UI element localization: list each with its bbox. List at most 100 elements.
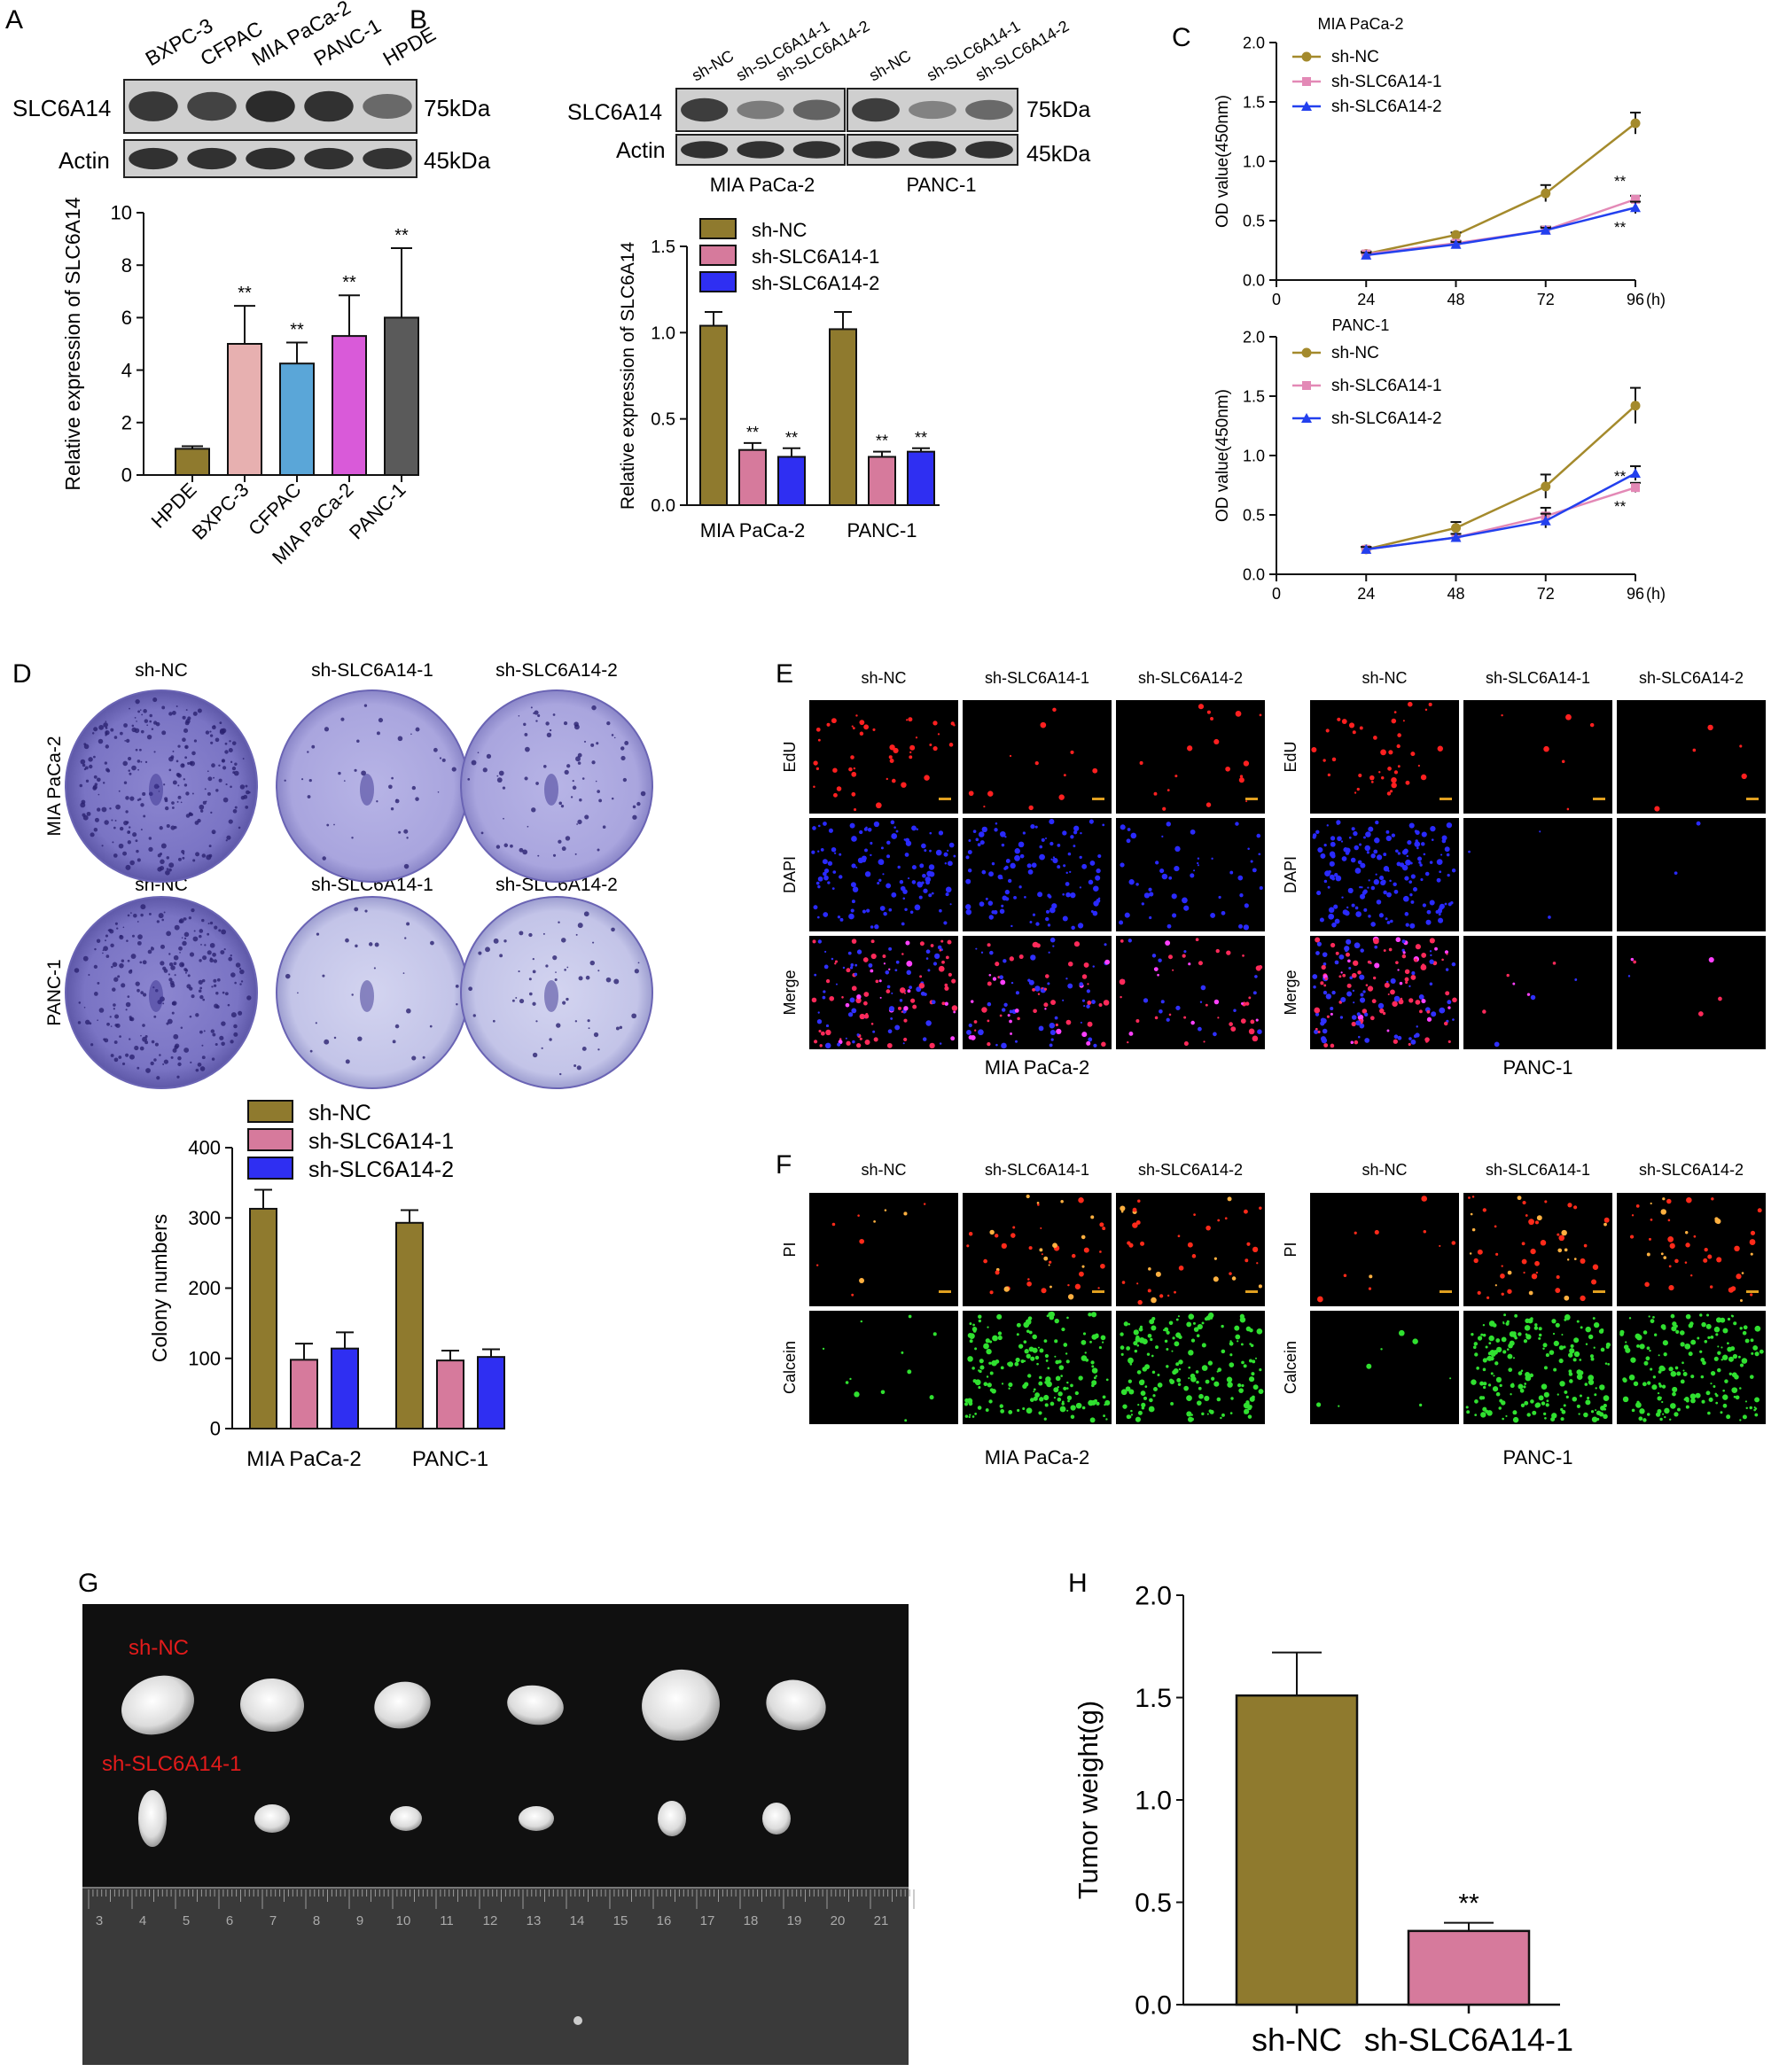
tumor-sh-nc (121, 1675, 194, 1735)
chart-c-mia: 0.00.51.01.52.0OD value(450nm)0 24 48 72 96(… (1213, 15, 1666, 308)
cell-signal (1033, 1396, 1038, 1401)
colony (221, 1041, 225, 1047)
cell-signal (1247, 1414, 1252, 1419)
image-column-label: sh-SLC6A14-1 (985, 669, 1089, 687)
y-tick-label: 1.5 (1243, 93, 1265, 111)
x-tick-label: sh-SLC6A14-1 (1364, 2021, 1573, 2058)
cell-signal (1482, 1358, 1487, 1363)
colony (110, 1025, 113, 1027)
cell-signal (1168, 876, 1173, 880)
cell-signal (1525, 1372, 1531, 1377)
cell-signal (1742, 1414, 1747, 1420)
cell-signal (1330, 1043, 1335, 1048)
colony (212, 1032, 216, 1037)
panel-letter-g: G (78, 1569, 98, 1598)
cell-signal (1561, 759, 1565, 763)
colony (579, 798, 582, 802)
colony (142, 791, 146, 797)
cell-signal (1174, 865, 1180, 872)
cell-signal (1326, 824, 1329, 827)
colony (98, 724, 105, 730)
colony (185, 791, 190, 796)
cell-signal (929, 1395, 934, 1400)
cell-signal (1720, 1346, 1723, 1349)
cell-signal (1351, 1021, 1356, 1027)
colony (123, 781, 128, 784)
panel-letter-e: E (776, 659, 793, 689)
cell-signal (1759, 1349, 1764, 1354)
cell-signal (1692, 748, 1697, 752)
cell-signal (1486, 1355, 1493, 1361)
cell-signal (1397, 969, 1400, 971)
cell-signal (1229, 1412, 1233, 1414)
colony (181, 763, 184, 767)
cell-signal (953, 854, 956, 858)
colony (230, 972, 236, 978)
cell-signal (909, 985, 913, 989)
cell-signal (1421, 999, 1426, 1004)
cell-signal (1512, 982, 1516, 985)
cell-signal (1098, 1002, 1103, 1007)
colony (98, 793, 100, 796)
cell-signal (1680, 1379, 1685, 1384)
colony (215, 737, 220, 743)
cell-signal (1360, 948, 1364, 953)
colony (178, 946, 183, 951)
cell-signal (1157, 1373, 1160, 1376)
blot-group-label: PANC-1 (906, 174, 976, 196)
colony (597, 790, 600, 793)
cell-signal (855, 997, 862, 1004)
colony (498, 770, 504, 776)
cell-signal (1368, 915, 1371, 918)
cell-signal (1523, 1385, 1526, 1389)
cell-signal (1556, 1275, 1560, 1280)
cell-signal (1530, 1317, 1533, 1320)
x-tick-label: 96 (1627, 291, 1644, 308)
colony (135, 839, 138, 843)
cell-signal (1210, 717, 1213, 721)
cell-signal (1369, 1274, 1373, 1279)
colony (209, 942, 215, 948)
colony (136, 721, 137, 722)
cell-signal (1424, 871, 1430, 876)
cell-signal (1358, 773, 1362, 778)
colony (163, 911, 166, 914)
colony (561, 846, 566, 852)
cell-signal (867, 827, 872, 832)
cell-signal (1367, 985, 1374, 992)
colony (535, 720, 538, 722)
colony (528, 932, 533, 938)
cell-signal (1010, 924, 1013, 928)
cell-signal (1494, 1041, 1500, 1048)
cell-signal (1089, 861, 1096, 866)
cell-signal (1674, 1366, 1679, 1370)
colony (441, 758, 446, 762)
tumor-sh-nc (766, 1679, 826, 1731)
cell-signal (815, 1264, 819, 1266)
cell-signal (1658, 1396, 1662, 1399)
cell-signal (971, 1367, 975, 1370)
cell-signal (1055, 1359, 1060, 1365)
cell-signal (1252, 1035, 1259, 1042)
cell-signal (1658, 1384, 1663, 1388)
scale-bar (1092, 798, 1104, 800)
cell-signal (1192, 1321, 1196, 1325)
colony (562, 1001, 566, 1005)
cell-signal (912, 1004, 917, 1009)
cell-signal (1081, 1265, 1085, 1268)
cell-signal (1619, 1332, 1624, 1336)
cell-signal (1532, 1410, 1537, 1415)
cell-signal (1393, 1034, 1399, 1040)
cell-signal (1385, 917, 1388, 921)
cell-signal (862, 857, 867, 863)
cell-signal (872, 1030, 876, 1033)
colony (209, 921, 214, 925)
cell-signal (1022, 831, 1026, 835)
colony (177, 744, 181, 748)
cell-signal (1152, 1394, 1156, 1398)
colony (182, 856, 185, 860)
colony (239, 784, 246, 790)
cell-signal (1521, 1242, 1525, 1246)
colony (189, 986, 193, 991)
colony (105, 939, 106, 942)
